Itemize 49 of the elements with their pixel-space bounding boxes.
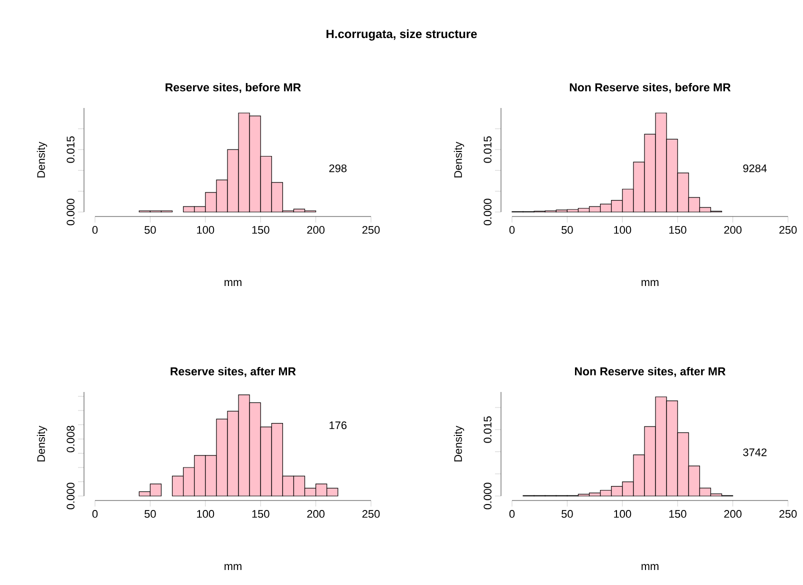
- x-tick-label: 250: [779, 226, 797, 234]
- chart-title: Reserve sites, before MR: [166, 82, 301, 94]
- x-tick-label: 250: [362, 226, 380, 234]
- x-axis-title: mm: [224, 564, 242, 570]
- y-tick-label: 0.015: [484, 416, 492, 443]
- x-tick-label: 100: [197, 510, 214, 518]
- x-tick-label: 0: [92, 510, 98, 518]
- x-tick-label: 50: [562, 226, 573, 234]
- y-tick-label: 0.008: [66, 426, 74, 452]
- y-axis-title: Density: [454, 426, 464, 462]
- y-tick-label: 0.015: [66, 136, 74, 163]
- annotation: 9284: [743, 164, 767, 172]
- y-axis-title: Density: [454, 142, 464, 178]
- x-tick-label: 0: [92, 226, 98, 234]
- y-tick-label: 0.000: [484, 198, 492, 226]
- text: H.corrugata, size structure: [326, 29, 477, 41]
- x-tick-label: 250: [779, 510, 797, 518]
- x-tick-label: 50: [562, 510, 573, 518]
- x-tick-label: 200: [724, 510, 742, 518]
- x-tick-label: 0: [509, 510, 515, 518]
- x-tick-label: 50: [144, 226, 156, 234]
- x-tick-label: 250: [362, 510, 380, 518]
- x-tick-label: 200: [307, 510, 325, 518]
- y-tick-label: 0.000: [484, 482, 492, 510]
- y-axis-title: Density: [36, 142, 48, 178]
- x-tick-label: 50: [144, 510, 156, 518]
- x-axis-title: mm: [642, 564, 658, 570]
- annotation: 298: [329, 164, 347, 172]
- x-tick-label: 150: [252, 226, 270, 234]
- y-axis-title: Density: [36, 426, 48, 462]
- x-axis-title: mm: [642, 280, 658, 286]
- y-tick-label: 0.015: [484, 136, 492, 163]
- chart-title: Non Reserve sites, before MR: [570, 82, 731, 94]
- x-tick-label: 0: [509, 226, 515, 234]
- x-axis-title: mm: [224, 280, 242, 286]
- x-tick-label: 100: [197, 226, 214, 234]
- chart-title: Non Reserve sites, after MR: [575, 366, 726, 378]
- x-tick-label: 200: [724, 226, 742, 234]
- annotation: 176: [330, 421, 347, 430]
- x-tick-label: 100: [614, 510, 632, 518]
- annotation: 3742: [743, 448, 767, 456]
- x-tick-label: 100: [614, 226, 632, 234]
- x-tick-label: 150: [669, 510, 686, 518]
- x-tick-label: 200: [307, 226, 325, 234]
- x-tick-label: 150: [252, 510, 270, 518]
- x-tick-label: 150: [669, 226, 686, 234]
- y-tick-label: 0.000: [66, 482, 74, 510]
- y-tick-label: 0.000: [66, 198, 74, 226]
- chart-title: Reserve sites, after MR: [170, 366, 296, 378]
